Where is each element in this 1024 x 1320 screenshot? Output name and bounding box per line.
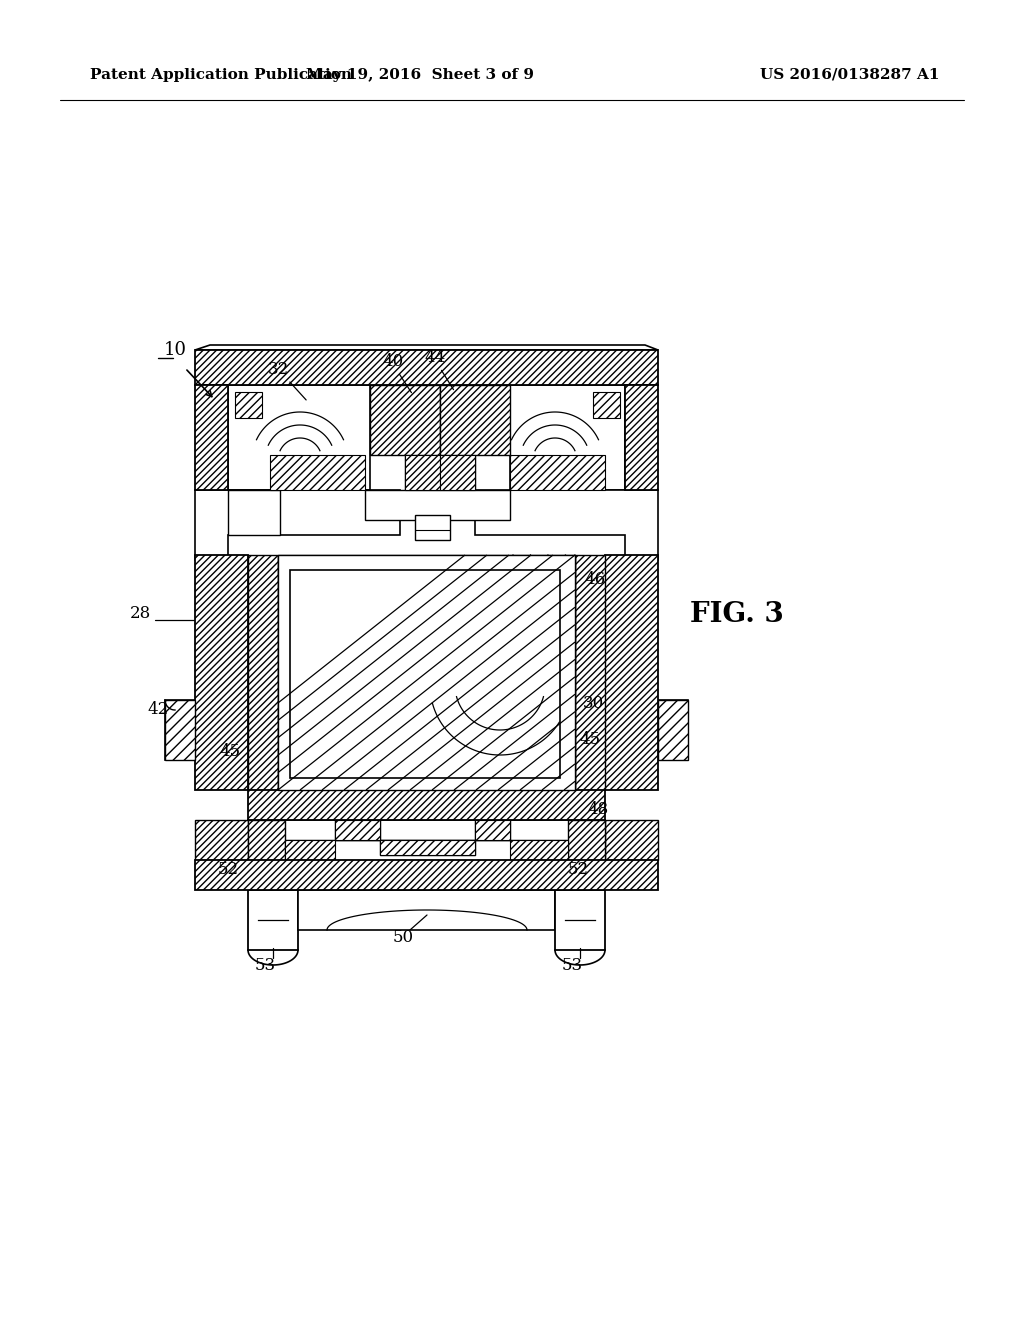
Polygon shape — [365, 490, 510, 520]
Polygon shape — [475, 820, 510, 840]
Polygon shape — [298, 890, 555, 931]
Polygon shape — [380, 840, 475, 855]
Text: 45: 45 — [219, 743, 241, 760]
Text: 53: 53 — [561, 957, 583, 974]
Polygon shape — [658, 700, 688, 760]
Polygon shape — [475, 490, 658, 560]
Polygon shape — [248, 820, 285, 870]
Text: 40: 40 — [382, 354, 403, 371]
Polygon shape — [335, 820, 380, 840]
Text: FIG. 3: FIG. 3 — [690, 602, 783, 628]
Polygon shape — [406, 455, 440, 490]
Polygon shape — [370, 385, 440, 455]
Polygon shape — [248, 820, 605, 870]
Text: 28: 28 — [129, 606, 151, 623]
Text: 53: 53 — [254, 957, 275, 974]
Polygon shape — [248, 554, 278, 789]
Polygon shape — [475, 820, 510, 840]
Polygon shape — [625, 385, 658, 490]
Text: 50: 50 — [392, 929, 414, 946]
Polygon shape — [380, 840, 475, 855]
Polygon shape — [415, 515, 450, 540]
Polygon shape — [605, 554, 658, 789]
Polygon shape — [440, 385, 510, 455]
Polygon shape — [195, 554, 248, 789]
Text: 42: 42 — [147, 701, 169, 718]
Polygon shape — [234, 392, 262, 418]
Polygon shape — [510, 385, 625, 490]
Polygon shape — [568, 820, 605, 870]
Text: 48: 48 — [588, 801, 608, 818]
Polygon shape — [510, 455, 605, 490]
Polygon shape — [440, 455, 475, 490]
Text: 52: 52 — [217, 862, 239, 879]
Polygon shape — [555, 890, 605, 950]
Polygon shape — [248, 789, 605, 820]
Polygon shape — [165, 700, 195, 760]
Polygon shape — [285, 840, 568, 870]
Polygon shape — [228, 385, 370, 490]
Text: US 2016/0138287 A1: US 2016/0138287 A1 — [760, 69, 939, 82]
Text: 44: 44 — [424, 350, 445, 367]
Text: 46: 46 — [585, 572, 605, 589]
Polygon shape — [510, 840, 568, 870]
Polygon shape — [575, 554, 605, 789]
Polygon shape — [195, 820, 248, 861]
Polygon shape — [278, 554, 575, 789]
Text: 45: 45 — [580, 731, 600, 748]
Polygon shape — [195, 385, 228, 490]
Polygon shape — [593, 392, 620, 418]
Polygon shape — [406, 425, 475, 490]
Polygon shape — [285, 840, 335, 870]
Text: Patent Application Publication: Patent Application Publication — [90, 69, 352, 82]
Text: 10: 10 — [164, 341, 186, 359]
Polygon shape — [658, 700, 688, 760]
Polygon shape — [335, 820, 380, 840]
Polygon shape — [270, 455, 365, 490]
Text: 32: 32 — [267, 362, 289, 379]
Text: 52: 52 — [567, 862, 589, 879]
Text: May 19, 2016  Sheet 3 of 9: May 19, 2016 Sheet 3 of 9 — [306, 69, 534, 82]
Text: 30: 30 — [583, 696, 603, 713]
Polygon shape — [248, 890, 298, 950]
Polygon shape — [195, 490, 400, 560]
Polygon shape — [195, 350, 658, 385]
Polygon shape — [228, 490, 280, 535]
Polygon shape — [165, 700, 195, 760]
Polygon shape — [278, 554, 575, 789]
Polygon shape — [605, 820, 658, 861]
Polygon shape — [290, 570, 560, 777]
Polygon shape — [195, 861, 658, 890]
Polygon shape — [195, 345, 658, 350]
